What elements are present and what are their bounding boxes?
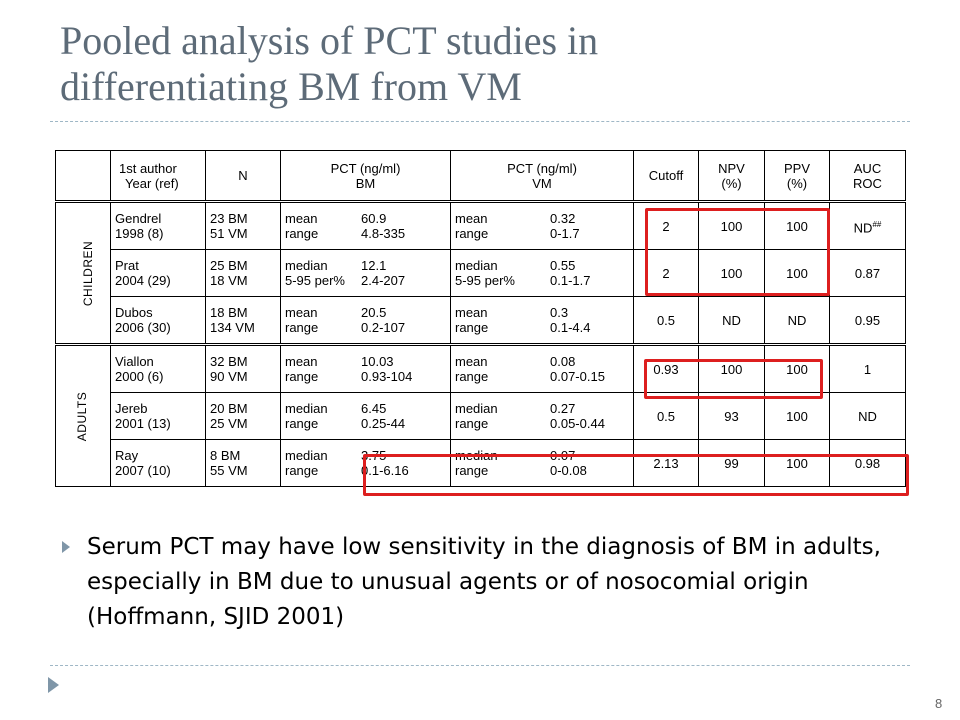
- header-pct-vm: PCT (ng/ml) VM: [450, 150, 634, 203]
- npv-cell: 100: [698, 249, 765, 297]
- header-n: N: [205, 150, 281, 203]
- header-auc: AUC ROC: [829, 150, 906, 203]
- header-cutoff: Cutoff: [633, 150, 699, 203]
- group-cell-children: CHILDREN: [55, 201, 111, 345]
- auc-cell: 0.95: [829, 296, 906, 345]
- page-number: 8: [935, 696, 943, 711]
- auc-cell: 1: [829, 343, 906, 393]
- table-row: Ray 2007 (10) 8 BM 55 VM median range 3.75 0…: [56, 439, 906, 487]
- bottom-divider: [50, 665, 910, 666]
- highlight-box-children-cutoff: [645, 208, 830, 296]
- n-cell: 23 BM 51 VM: [205, 201, 281, 250]
- ppv-cell: 100: [764, 439, 830, 487]
- table-row: Dubos 2006 (30) 18 BM 134 VM mean range 20.…: [56, 296, 906, 345]
- npv-cell: 99: [698, 439, 765, 487]
- top-divider: [50, 121, 910, 122]
- group-label-children: CHILDREN: [81, 240, 96, 307]
- table-header-row: 1st author Year (ref) N PCT (ng/ml) BM P…: [55, 150, 906, 203]
- group-cell-adults: ADULTS: [55, 343, 111, 487]
- pct-bm-cell: mean range 10.03 0.93-104: [280, 343, 451, 393]
- auc-cell: 0.98: [829, 439, 906, 487]
- pct-studies-table-container: 1st author Year (ref) N PCT (ng/ml) BM P…: [55, 150, 906, 487]
- author-cell: Viallon 2000 (6): [110, 343, 206, 393]
- n-cell: 32 BM 90 VM: [205, 343, 281, 393]
- ppv-cell: 100: [764, 343, 830, 393]
- pct-bm-cell: median 5-95 per% 12.1 2.4-207: [280, 249, 451, 297]
- author-cell: Jereb 2001 (13): [110, 392, 206, 440]
- author-cell: Prat 2004 (29): [110, 249, 206, 297]
- author-cell: Gendrel 1998 (8): [110, 201, 206, 250]
- n-cell: 18 BM 134 VM: [205, 296, 281, 345]
- pct-vm-cell: mean range 0.08 0.07-0.15: [450, 343, 634, 393]
- pct-vm-cell: median range 0.07 0-0.08: [450, 439, 634, 487]
- npv-cell: ND: [698, 296, 765, 345]
- bullet-text: Serum PCT may have low sensitivity in th…: [87, 534, 881, 630]
- auc-cell: ND: [829, 392, 906, 440]
- table-row: ADULTS Viallon 2000 (6) 32 BM 90 VM mean ra…: [55, 343, 906, 487]
- bullet-point: Serum PCT may have low sensitivity in th…: [62, 530, 902, 635]
- header-npv: NPV (%): [698, 150, 765, 203]
- pct-bm-cell: mean range 20.5 0.2-107: [280, 296, 451, 345]
- author-cell: Ray 2007 (10): [110, 439, 206, 487]
- ppv-cell: 100: [764, 392, 830, 440]
- highlight-box-ray-row: [363, 454, 909, 496]
- pct-vm-cell: median range 0.27 0.05-0.44: [450, 392, 634, 440]
- title-line-1: Pooled analysis of PCT studies in: [60, 18, 599, 63]
- cutoff-cell: 2.13: [633, 439, 699, 487]
- auc-footnote-mark: ##: [872, 219, 882, 229]
- n-cell: 20 BM 25 VM: [205, 392, 281, 440]
- header-author: 1st author Year (ref): [110, 150, 206, 203]
- author-cell: Dubos 2006 (30): [110, 296, 206, 345]
- cutoff-cell: 0.5: [633, 296, 699, 345]
- n-cell: 25 BM 18 VM: [205, 249, 281, 297]
- npv-cell: 100: [698, 343, 765, 393]
- ppv-cell: ND: [764, 296, 830, 345]
- pct-vm-cell: median 5-95 per% 0.55 0.1-1.7: [450, 249, 634, 297]
- cutoff-cell: 0.5: [633, 392, 699, 440]
- pct-bm-cell: median range 6.45 0.25-44: [280, 392, 451, 440]
- bullet-arrow-icon: [62, 541, 70, 553]
- npv-cell: 93: [698, 392, 765, 440]
- pct-studies-table: 1st author Year (ref) N PCT (ng/ml) BM P…: [55, 150, 906, 487]
- group-label-adults: ADULTS: [75, 391, 90, 442]
- header-ppv: PPV (%): [764, 150, 830, 203]
- footer-arrow-icon: [48, 677, 59, 693]
- slide-title: Pooled analysis of PCT studies in differ…: [60, 18, 920, 110]
- title-line-2: differentiating BM from VM: [60, 64, 522, 109]
- table-row: Jereb 2001 (13) 20 BM 25 VM median range 6.…: [56, 392, 906, 440]
- n-cell: 8 BM 55 VM: [205, 439, 281, 487]
- pct-vm-cell: mean range 0.3 0.1-4.4: [450, 296, 634, 345]
- table-row: CHILDREN Gendrel 1998 (8) 23 BM 51 VM mean…: [55, 201, 906, 345]
- header-pct-bm: PCT (ng/ml) BM: [280, 150, 451, 203]
- pct-bm-cell: mean range 60.9 4.8-335: [280, 201, 451, 250]
- auc-cell: ND##: [829, 201, 906, 250]
- header-group: [55, 150, 111, 203]
- highlight-box-viallon-cutoff: [644, 359, 823, 399]
- auc-cell: 0.87: [829, 249, 906, 297]
- pct-vm-cell: mean range 0.32 0-1.7: [450, 201, 634, 250]
